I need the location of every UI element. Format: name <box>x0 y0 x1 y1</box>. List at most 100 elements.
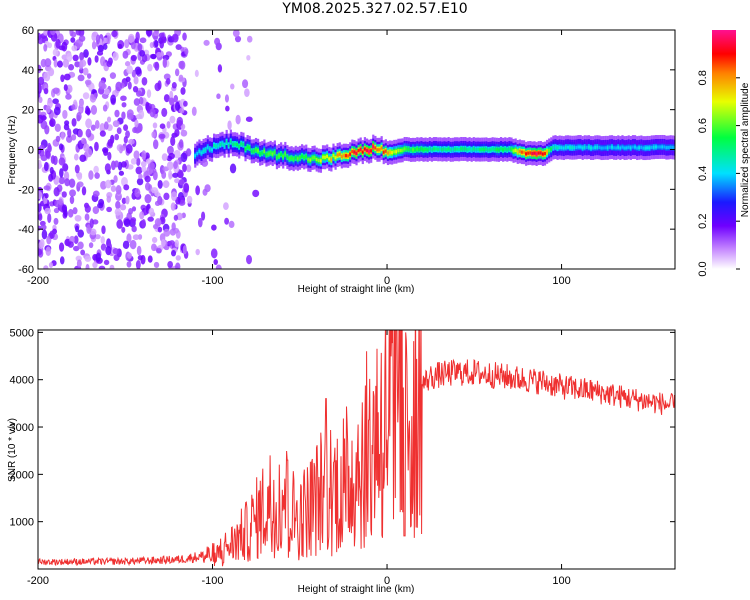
ridge-cell <box>324 155 327 159</box>
noise-cell <box>109 72 117 79</box>
ridge-cell <box>546 150 549 154</box>
noise-cell <box>112 247 119 255</box>
y-tick-label: 2000 <box>10 469 34 481</box>
noise-cell <box>151 187 159 194</box>
noise-cell <box>168 97 175 104</box>
ridge-cell <box>659 145 662 149</box>
noise-cell <box>75 30 82 36</box>
ridge-cell <box>428 147 431 151</box>
noise-cell <box>171 249 177 257</box>
noise-cell <box>77 241 84 250</box>
noise-cell <box>113 175 118 183</box>
noise-cell <box>177 171 184 178</box>
ridge-cell <box>357 148 360 153</box>
noise-cell <box>134 66 142 75</box>
noise-cell <box>139 37 147 44</box>
y-tick-label: 60 <box>22 25 34 37</box>
noise-cell <box>122 240 130 250</box>
noise-cell <box>72 207 78 215</box>
noise-cell <box>147 63 153 72</box>
x-tick-label: -100 <box>202 575 224 587</box>
noise-cell <box>163 192 170 201</box>
ridge-cell <box>529 151 532 155</box>
ridge-cell <box>307 158 310 162</box>
ridge-cell <box>424 147 427 152</box>
noise-cell <box>83 143 90 152</box>
noise-cell <box>58 157 66 166</box>
ridge-cell <box>340 154 343 159</box>
noise-cell <box>94 172 100 179</box>
noise-cell <box>53 187 60 197</box>
noise-cell <box>144 193 152 204</box>
ridge-cell <box>525 152 528 156</box>
ridge-cell <box>558 145 561 150</box>
ridge-cell <box>252 149 256 153</box>
ridge-cell <box>432 147 436 151</box>
ridge-cell <box>259 152 262 156</box>
noise-cell <box>68 63 75 71</box>
noise-cell <box>38 147 42 155</box>
ridge-cell <box>225 140 228 144</box>
noise-cell <box>93 165 99 174</box>
noise-cell <box>174 239 179 248</box>
x-tick-label: 100 <box>552 275 570 287</box>
noise-cell <box>40 58 47 68</box>
noise-cell <box>175 262 181 269</box>
noise-cell <box>38 203 42 213</box>
noise-cell <box>194 69 199 78</box>
noise-cell <box>136 245 142 256</box>
noise-cell <box>168 169 173 180</box>
ridge-cell <box>489 148 492 152</box>
noise-cell <box>114 109 120 118</box>
ridge-cell <box>384 149 387 153</box>
noise-cell <box>134 188 141 198</box>
noise-cell <box>43 71 51 82</box>
noise-cell <box>125 76 131 83</box>
noise-cell <box>71 104 76 111</box>
ridge-cell <box>403 147 406 151</box>
noise-cell <box>161 107 168 117</box>
noise-cell <box>129 239 137 250</box>
ridge-cell <box>466 148 469 152</box>
noise-cell <box>75 225 80 233</box>
snr-x-axis-label: Height of straight line (km) <box>298 584 415 595</box>
ridge-cell <box>254 148 258 152</box>
noise-cell <box>166 145 174 155</box>
ridge-cell <box>472 147 475 151</box>
noise-cell <box>161 153 168 162</box>
ridge-cell <box>290 156 293 160</box>
noise-cell <box>150 53 157 60</box>
ridge-cell <box>236 143 239 147</box>
noise-cell <box>83 49 89 58</box>
noise-cell <box>170 202 176 211</box>
noise-cell <box>38 190 43 200</box>
noise-cell <box>171 33 179 43</box>
ridge-cell <box>334 156 337 160</box>
noise-cell <box>180 152 188 163</box>
noise-cell <box>63 84 68 92</box>
ridge-cell <box>353 150 356 154</box>
noise-cell <box>89 228 97 236</box>
noise-cell <box>157 226 163 233</box>
noise-cell <box>64 120 70 126</box>
noise-cell <box>135 166 143 175</box>
noise-cell <box>172 172 179 178</box>
noise-cell <box>38 32 42 41</box>
noise-cell <box>151 236 158 243</box>
ridge-cell <box>531 151 534 156</box>
ridge-cell <box>608 145 612 149</box>
ridge-cell <box>409 148 413 152</box>
noise-cell <box>38 213 43 221</box>
ridge-cell <box>275 155 279 159</box>
noise-cell <box>201 211 206 221</box>
noise-cell <box>49 120 54 127</box>
noise-cell <box>121 226 126 233</box>
noise-cell <box>123 184 130 191</box>
ridge-cell <box>347 154 350 158</box>
noise-cell <box>169 115 176 124</box>
noise-cell <box>154 61 160 71</box>
noise-cell <box>103 259 110 266</box>
noise-cell <box>141 165 147 173</box>
noise-cell <box>52 87 60 95</box>
y-tick-label: 0 <box>28 145 34 157</box>
